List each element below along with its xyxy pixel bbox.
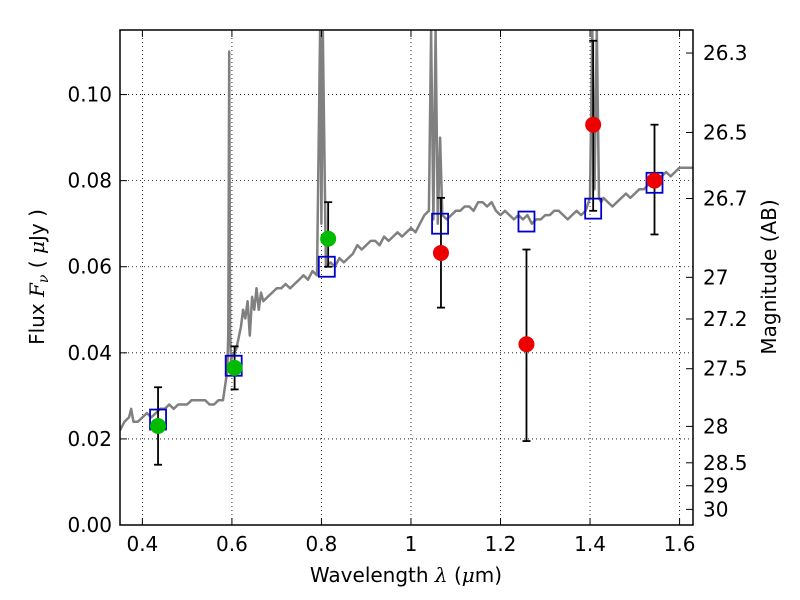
grid-lines [120,30,693,526]
observed-point [432,244,449,261]
y-axis-title: Flux Fν ( μJy ) [25,209,52,345]
x-tick-label: 1 [405,532,418,556]
mag-tick-label: 26.5 [703,120,748,144]
model-square [431,212,449,235]
model-square [584,197,603,220]
y-tick-label: 0.00 [67,513,112,537]
mag-tick-label: 27 [703,265,728,289]
mag-tick-label: 28.5 [703,451,748,475]
y-tick-label: 0.10 [67,83,112,107]
x-axis-title: Wavelength λ (μm) [310,563,502,587]
mag-tick-label: 27.5 [703,357,748,381]
mag-tick-label: 26.7 [703,186,748,210]
x-tick-label: 0.6 [216,532,248,556]
observed-point [320,230,337,247]
observed-point [226,359,243,376]
observed-point [646,172,663,189]
mag-tick-label: 28 [703,414,728,438]
x-tick-label: 1.4 [574,532,606,556]
y-tick-label: 0.06 [67,255,112,279]
observed-point [518,336,535,353]
x-tick-label: 1.2 [485,532,517,556]
mag-tick-label: 29 [703,474,728,498]
plot-area [120,30,693,525]
x-tick-label: 1.6 [664,532,696,556]
model-square [517,210,536,233]
y-tick-label: 0.02 [67,427,112,451]
mag-tick-label: 30 [703,497,728,521]
axis-ticks: 0.4 0.6 0.8 1 1.2 1.4 1.6 0.00 0.02 0.04 0.06 0.08 0… [67,30,748,556]
y-tick-label: 0.08 [67,169,112,193]
y-tick-label: 0.04 [67,341,112,365]
model-square [317,255,336,278]
mag-tick-label: 26.3 [703,41,748,65]
mag-tick-label: 27.2 [703,307,748,331]
y2-axis-title: Magnitude (AB) [757,199,781,354]
x-tick-label: 0.8 [306,532,338,556]
x-tick-label: 0.4 [126,532,158,556]
markers [149,116,664,434]
observed-point [150,418,167,434]
observed-point [585,116,602,133]
